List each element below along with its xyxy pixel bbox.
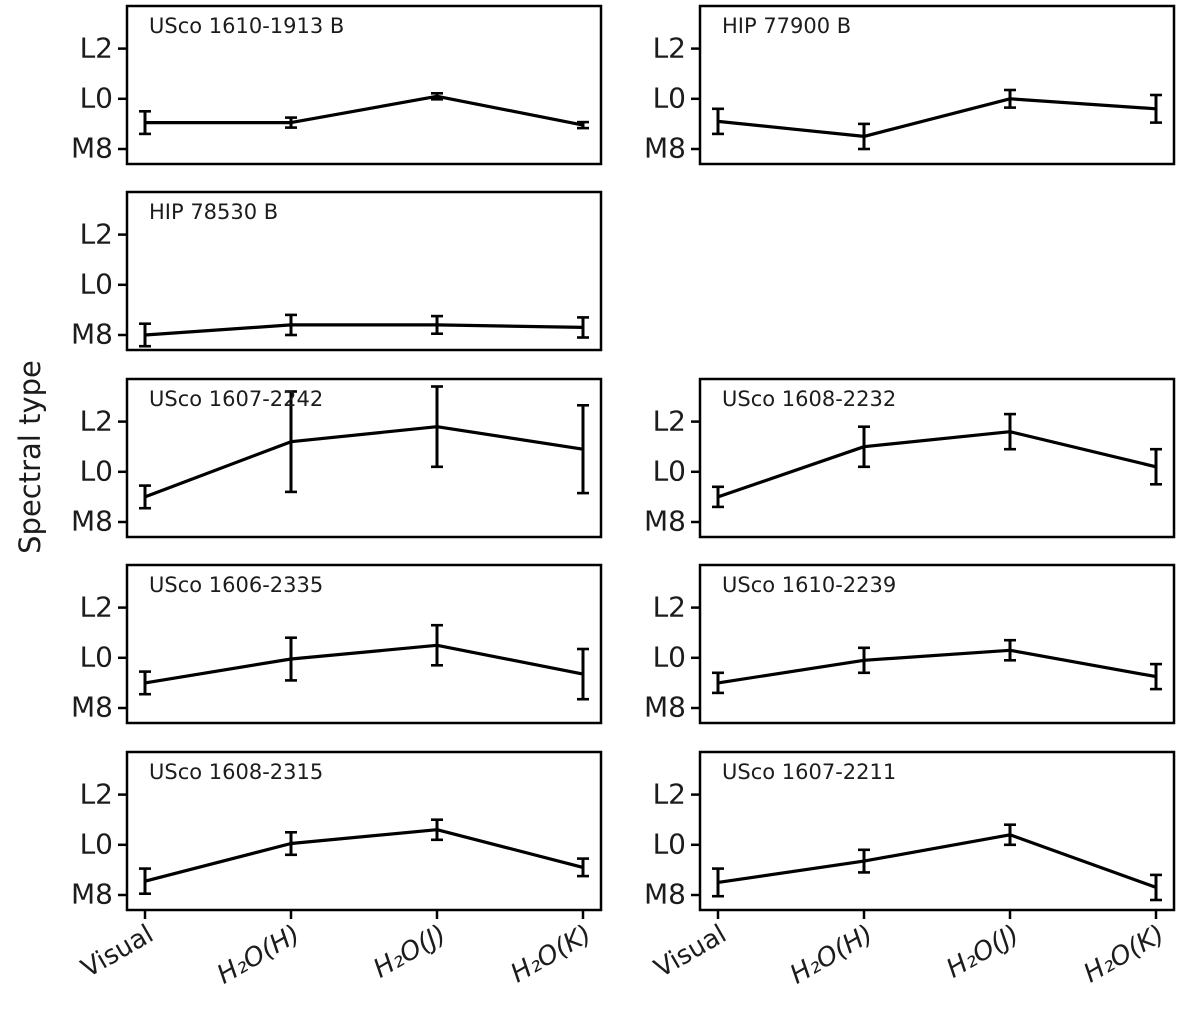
line-plot — [118, 750, 603, 919]
subplot-panel: USco 1610-1913 B M8 L0 L2 — [71, 4, 603, 166]
line-plot — [691, 750, 1176, 919]
subplot-panel: USco 1608-2315 M8 L0 L2 Visual H₂O(H) H₂O(J) H… — [71, 750, 603, 990]
line-plot — [118, 377, 603, 539]
line-plot — [118, 4, 603, 166]
y-tick-label: M8 — [644, 877, 686, 911]
line-plot — [691, 563, 1176, 725]
y-tick-label: L0 — [79, 454, 113, 488]
x-tick-label: H₂O(H) — [784, 919, 878, 991]
y-tick-label: M8 — [644, 504, 686, 538]
line-plot — [118, 563, 603, 725]
line-plot — [118, 190, 603, 352]
y-tick-label: L0 — [652, 640, 686, 674]
y-tick-label: L0 — [652, 454, 686, 488]
y-tick-label: L0 — [79, 640, 113, 674]
subplot-panel: USco 1608-2232 M8 L0 L2 — [644, 377, 1176, 539]
y-tick-label: M8 — [644, 131, 686, 165]
panel-title: USco 1608-2315 — [149, 760, 324, 784]
y-tick-label: M8 — [71, 690, 113, 724]
y-tick-label: L2 — [79, 31, 113, 65]
y-tick-label: L2 — [79, 404, 113, 438]
subplot-panel: USco 1610-2239 M8 L0 L2 — [644, 563, 1176, 725]
panel-title: USco 1610-2239 — [722, 573, 897, 597]
subplot-panel: USco 1606-2335 M8 L0 L2 — [71, 563, 603, 725]
x-tick-label: H₂O(J) — [368, 919, 451, 985]
y-tick-label: M8 — [71, 317, 113, 351]
y-tick-label: L0 — [79, 827, 113, 861]
panel-title: USco 1608-2232 — [722, 387, 897, 411]
y-tick-label: L2 — [79, 590, 113, 624]
y-tick-label: L2 — [652, 404, 686, 438]
x-tick-label: H₂O(K) — [1078, 919, 1170, 990]
x-tick-label: H₂O(K) — [505, 919, 597, 990]
panel-title: HIP 78530 B — [149, 200, 279, 224]
x-tick-label: H₂O(H) — [211, 919, 305, 991]
x-tick-label: Visual — [76, 919, 159, 985]
y-axis-label: Spectral type — [13, 360, 47, 554]
subplot-panel: HIP 77900 B M8 L0 L2 — [644, 4, 1176, 166]
y-tick-label: L0 — [79, 81, 113, 115]
panel-title: USco 1607-2242 — [149, 387, 324, 411]
y-tick-label: L2 — [79, 777, 113, 811]
subplot-panel: HIP 78530 B M8 L0 L2 — [71, 190, 603, 352]
line-plot — [691, 4, 1176, 166]
panel-title: HIP 77900 B — [722, 14, 852, 38]
y-tick-label: L2 — [652, 777, 686, 811]
subplot-panel: USco 1607-2242 M8 L0 L2 — [71, 377, 603, 539]
y-tick-label: L2 — [652, 590, 686, 624]
panel-title: USco 1607-2211 — [722, 760, 897, 784]
y-tick-label: M8 — [71, 877, 113, 911]
y-tick-label: M8 — [644, 690, 686, 724]
y-tick-label: L2 — [79, 217, 113, 251]
panel-title: USco 1606-2335 — [149, 573, 324, 597]
y-tick-label: L0 — [652, 81, 686, 115]
y-tick-label: M8 — [71, 504, 113, 538]
x-tick-label: H₂O(J) — [941, 919, 1024, 985]
line-plot — [691, 377, 1176, 539]
panel-title: USco 1610-1913 B — [149, 14, 345, 38]
x-tick-label: Visual — [649, 919, 732, 985]
y-tick-label: M8 — [71, 131, 113, 165]
y-tick-label: L2 — [652, 31, 686, 65]
y-tick-label: L0 — [652, 827, 686, 861]
subplot-panel: USco 1607-2211 M8 L0 L2 Visual H₂O(H) H₂O(J) H… — [644, 750, 1176, 990]
y-tick-label: L0 — [79, 267, 113, 301]
